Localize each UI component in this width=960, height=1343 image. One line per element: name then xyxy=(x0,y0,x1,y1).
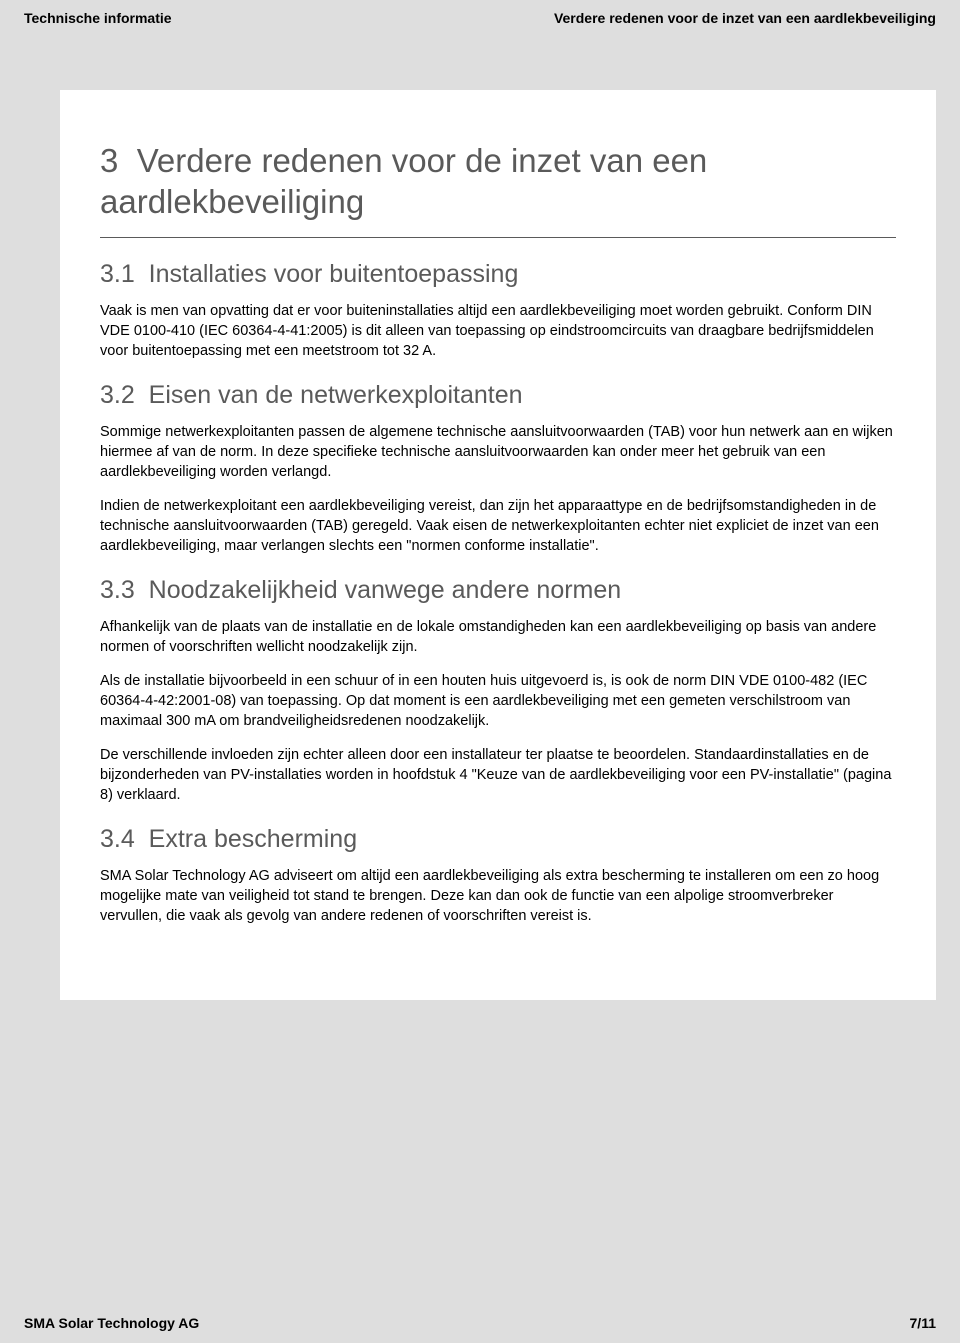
header-left: Technische informatie xyxy=(24,10,172,26)
footer-left: SMA Solar Technology AG xyxy=(24,1315,199,1331)
section-3-2-paragraph-2: Indien de netwerkexploitant een aardlekb… xyxy=(100,496,896,556)
section-3-2-title: 3.2 Eisen van de netwerkexploitanten xyxy=(100,381,896,410)
section-3-3-paragraph-3: De verschillende invloeden zijn echter a… xyxy=(100,745,896,805)
section-3-3-title: 3.3 Noodzakelijkheid vanwege andere norm… xyxy=(100,576,896,605)
section-number: 3.2 xyxy=(100,381,135,409)
section-3-3-paragraph-2: Als de installatie bijvoorbeeld in een s… xyxy=(100,671,896,731)
section-title-text: Eisen van de netwerkexploitanten xyxy=(149,381,523,409)
section-3-3-paragraph-1: Afhankelijk van de plaats van de install… xyxy=(100,617,896,657)
chapter-title-text: Verdere redenen voor de inzet van een aa… xyxy=(100,142,707,220)
footer-right: 7/11 xyxy=(910,1315,936,1331)
section-title-text: Installaties voor buitentoepassing xyxy=(149,260,519,288)
page-header: Technische informatie Verdere redenen vo… xyxy=(0,0,960,26)
section-number: 3.4 xyxy=(100,825,135,853)
section-3-4-paragraph: SMA Solar Technology AG adviseert om alt… xyxy=(100,866,896,926)
section-3-1-paragraph: Vaak is men van opvatting dat er voor bu… xyxy=(100,301,896,361)
content-area: 3 Verdere redenen voor de inzet van een … xyxy=(60,90,936,1000)
chapter-number: 3 xyxy=(100,142,118,179)
section-3-4-title: 3.4 Extra bescherming xyxy=(100,825,896,854)
section-title-text: Noodzakelijkheid vanwege andere normen xyxy=(149,576,622,604)
section-3-2-paragraph-1: Sommige netwerkexploitanten passen de al… xyxy=(100,422,896,482)
header-right: Verdere redenen voor de inzet van een aa… xyxy=(554,10,936,26)
chapter-title: 3 Verdere redenen voor de inzet van een … xyxy=(100,140,896,238)
section-number: 3.3 xyxy=(100,576,135,604)
section-title-text: Extra bescherming xyxy=(149,825,357,853)
section-number: 3.1 xyxy=(100,260,135,288)
page-footer: SMA Solar Technology AG 7/11 xyxy=(24,1315,936,1331)
section-3-1-title: 3.1 Installaties voor buitentoepassing xyxy=(100,260,896,289)
